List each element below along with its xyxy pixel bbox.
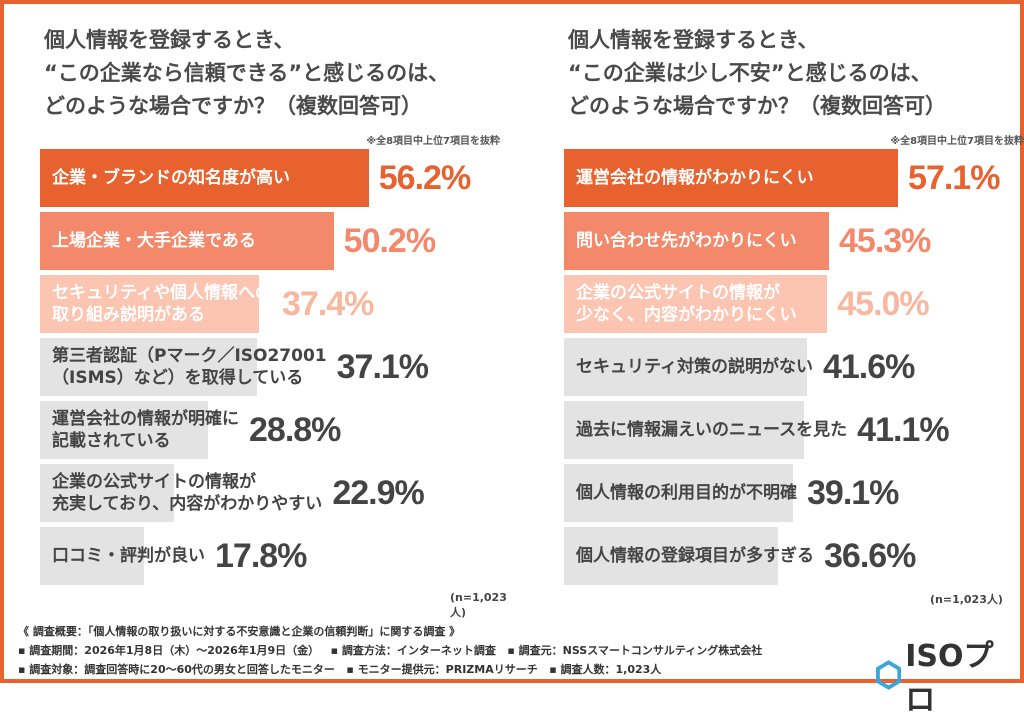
bar [40, 149, 369, 207]
bar-row: セキュリティや個人情報への 取り組み説明がある 37.4% [40, 275, 374, 333]
bar-label: 個人情報の登録項目が多すぎる [576, 546, 814, 566]
bar-label: 過去に情報漏えいのニュースを見た [576, 420, 848, 440]
bar-row: 問い合わせ先がわかりにくい 45.3% [564, 212, 931, 270]
value-label: 28.8% [249, 410, 341, 449]
bar-row: 企業の公式サイトの情報が 充実しており、内容がわかりやすい 22.9% [40, 464, 425, 522]
value-label: 22.9% [332, 473, 424, 512]
logo-text: ISOプロ [905, 639, 994, 718]
bar-label: 個人情報の利用目的が不明確 [576, 483, 797, 503]
bar-row: 個人情報の利用目的が不明確 39.1% [564, 464, 899, 522]
bar-label: セキュリティや個人情報への 取り組み説明がある [52, 283, 272, 325]
value-label: 39.1% [807, 473, 899, 512]
bar-label: 第三者認証（Pマーク／ISO27001 （ISMS）など）を取得している [52, 346, 327, 388]
value-label: 45.0% [837, 284, 929, 323]
chart-anxiety: 個人情報を登録するとき、 “この企業は少し不安”と感じるのは、 どのような場合で… [564, 24, 1024, 606]
bar-row: 上場企業・大手企業である 50.2% [40, 212, 436, 270]
chart-title: 個人情報を登録するとき、 “この企業なら信頼できる”と感じるのは、 どのような場… [44, 28, 450, 118]
value-label: 37.1% [336, 347, 429, 386]
bar [40, 527, 145, 585]
value-label: 41.1% [857, 410, 949, 449]
bar [564, 149, 899, 207]
bar [40, 212, 334, 270]
bar [40, 401, 209, 459]
summary-line: ▪ 調査期間：2026年1月8日（木）～2026年1月9日（金） ▪ 調査方法：… [18, 644, 763, 657]
value-label: 37.4% [281, 284, 374, 323]
chart-note: ※全8項目中上位7項目を抜粋 [890, 136, 1024, 147]
bar-row: セキュリティ対策の説明がない 41.6% [564, 338, 915, 396]
bar-row: 第三者認証（Pマーク／ISO27001 （ISMS）など）を取得している 37.1… [40, 338, 429, 396]
bar [564, 275, 828, 333]
bar-row: 過去に情報漏えいのニュースを見た 41.1% [564, 401, 950, 459]
value-label: 36.6% [824, 536, 916, 575]
isopro-logo: ISOプロ [876, 631, 1020, 719]
bar [564, 527, 779, 585]
bar-row: 口コミ・評判が良い 17.8% [40, 527, 307, 585]
bar [40, 275, 259, 333]
bar-row: 個人情報の登録項目が多すぎる 36.6% [564, 527, 916, 585]
value-label: 50.2% [343, 221, 436, 260]
bar-row: 運営会社の情報がわかりにくい 57.1% [564, 149, 1000, 207]
bar-row: 企業・ブランドの知名度が高い 56.2% [40, 149, 471, 207]
bar-label: 上場企業・大手企業である [52, 231, 256, 251]
sample-size: (n=1,023人) [450, 591, 507, 619]
bar [564, 338, 808, 396]
bar-label: セキュリティ対策の説明がない [576, 357, 813, 377]
value-label: 17.8% [215, 536, 307, 575]
value-label: 56.2% [378, 158, 471, 197]
bar [40, 464, 174, 522]
bar-row: 企業の公式サイトの情報が 少なく、内容がわかりにくい 45.0% [564, 275, 930, 333]
bar-label: 企業の公式サイトの情報が 少なく、内容がわかりにくい [576, 283, 797, 325]
bar-label: 口コミ・評判が良い [52, 546, 205, 566]
value-label: 41.6% [822, 347, 915, 386]
summary-title: 《 調査概要：「個人情報の取り扱いに対する不安意識と企業の信頼判断」に関する調査… [18, 625, 461, 638]
hexagon-icon [876, 660, 902, 690]
summary-line: ▪ 調査対象：調査回答時に20～60代の男女と回答したモニター ▪ モニター提供… [18, 663, 662, 676]
survey-summary: 《 調査概要：「個人情報の取り扱いに対する不安意識と企業の信頼判断」に関する調査… [18, 622, 762, 679]
value-label: 57.1% [908, 158, 1000, 197]
chart-note: ※全8項目中上位7項目を抜粋 [366, 136, 500, 147]
bar-label: 運営会社の情報がわかりにくい [576, 168, 814, 188]
chart-trust: 個人情報を登録するとき、 “この企業なら信頼できる”と感じるのは、 どのような場… [40, 24, 507, 619]
bar-label: 運営会社の情報が明確に 記載されている [52, 409, 239, 451]
bar [40, 338, 258, 396]
sample-size: (n=1,023人) [930, 593, 1003, 606]
bar-label: 企業・ブランドの知名度が高い [52, 168, 290, 188]
bar-label: 企業の公式サイトの情報が 充実しており、内容がわかりやすい [52, 472, 323, 514]
bar-label: 問い合わせ先がわかりにくい [576, 231, 797, 251]
bar [564, 401, 805, 459]
value-label: 45.3% [839, 221, 931, 260]
bar-row: 運営会社の情報が明確に 記載されている 28.8% [40, 401, 341, 459]
bar [564, 212, 829, 270]
bar [564, 464, 793, 522]
chart-title: 個人情報を登録するとき、 “この企業は少し不安”と感じるのは、 どのような場合で… [568, 28, 946, 118]
